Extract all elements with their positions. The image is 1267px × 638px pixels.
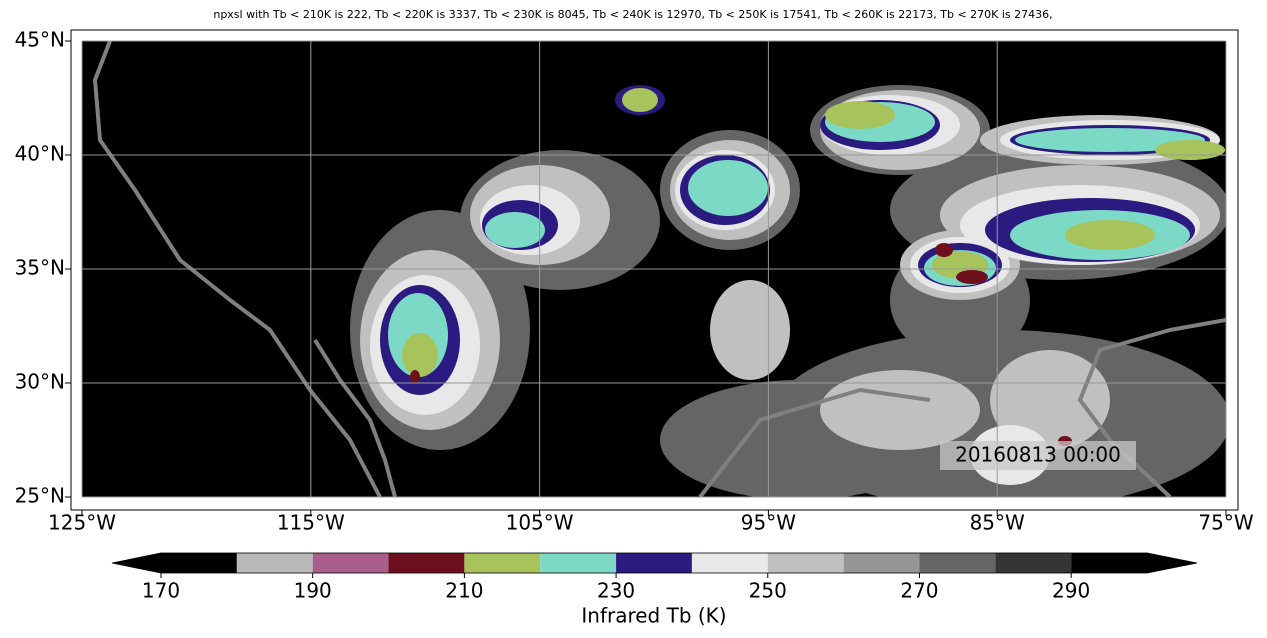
timestamp-box: [940, 441, 1136, 470]
colorbar-outline: [160, 552, 1148, 574]
x-tick-label: 75°W: [1198, 511, 1253, 535]
colorbar-segment: [161, 553, 237, 573]
y-tick-label: 40°N: [15, 142, 65, 166]
colorbar-tick-label: 290: [1052, 579, 1090, 603]
x-tick-label: 115°W: [277, 511, 345, 535]
x-tick-label: 105°W: [506, 511, 574, 535]
colorbar-label: Infrared Tb (K): [581, 604, 726, 628]
colorbar-tick-label: 270: [900, 579, 938, 603]
colorbar-segment: [312, 553, 389, 573]
cloud-field: [93, 41, 1226, 497]
colorbar-tick-label: 250: [749, 579, 787, 603]
colorbar-segment: [995, 553, 1072, 573]
colorbar-segment: [464, 553, 541, 573]
x-tick-label: 125°W: [48, 511, 116, 535]
colorbar-segment: [919, 553, 996, 573]
timestamp: 20160813 00:00: [955, 443, 1121, 467]
colorbar-tick-label: 210: [445, 579, 483, 603]
y-tick-label: 35°N: [15, 256, 65, 280]
colorbar: 170 190 210 230 250 270 290: [111, 552, 1198, 603]
y-tick-label: 45°N: [15, 28, 65, 52]
colorbar-segment: [1071, 553, 1147, 573]
colorbar-segment: [236, 553, 313, 573]
title: npxsl with Tb < 210K is 222, Tb < 220K i…: [213, 8, 1052, 21]
colorbar-segment: [691, 553, 768, 573]
extend-arrow: [111, 552, 162, 574]
colorbar-segment: [388, 553, 465, 573]
colorbar-tick-label: 170: [142, 579, 180, 603]
colorbar-segment: [843, 553, 920, 573]
x-tick-label: 85°W: [970, 511, 1025, 535]
extend-arrow: [1146, 552, 1198, 574]
y-tick-label: 25°N: [15, 484, 65, 508]
colorbar-tick-label: 230: [597, 579, 635, 603]
graticule: 125°W 115°W 105°W 95°W 85°W 75°W 45°N 40°N 35°N 3…: [15, 28, 1254, 535]
y-tick-label: 30°N: [15, 370, 65, 394]
colorbar-tick-label: 190: [294, 579, 332, 603]
x-tick-label: 95°W: [741, 511, 796, 535]
colorbar-segment: [767, 553, 844, 573]
colorbar-segment: [616, 553, 692, 573]
colorbar-segment: [540, 553, 617, 573]
